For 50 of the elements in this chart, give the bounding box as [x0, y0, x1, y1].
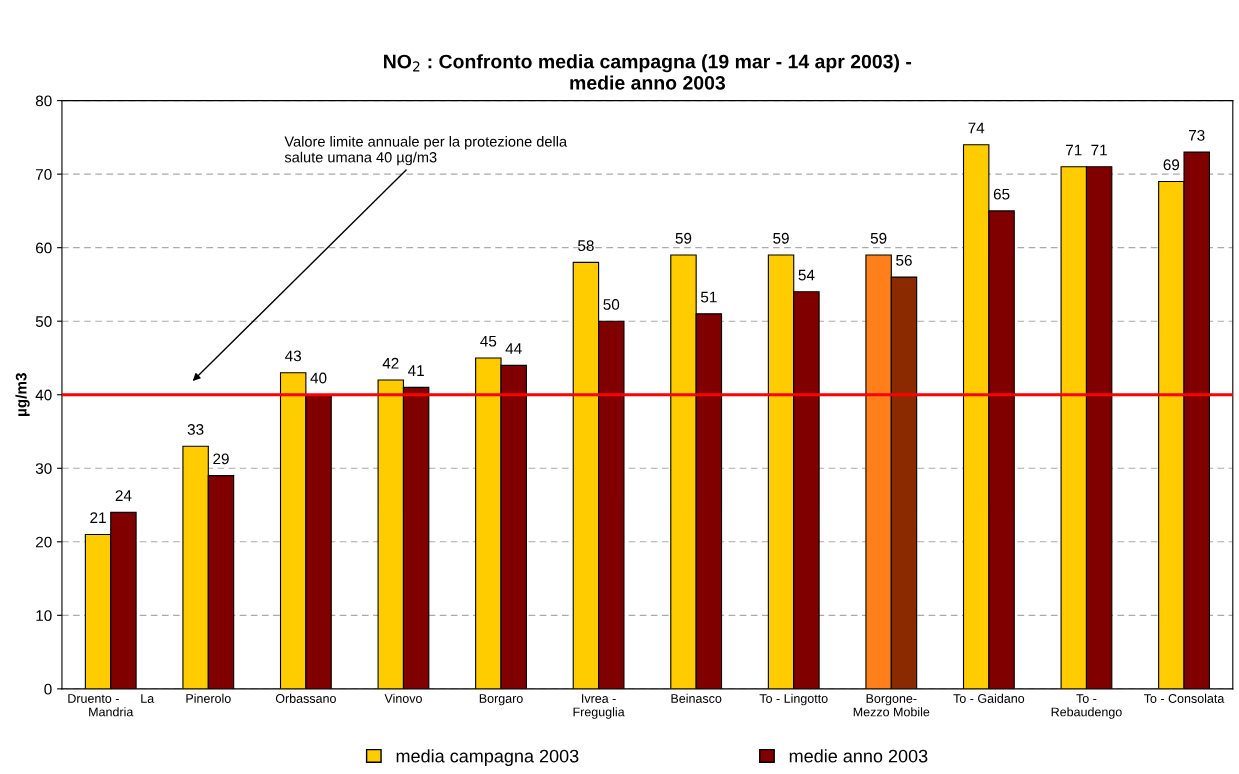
annotation: Valore limite annuale per la protezione della salute umana 40 µg/m3	[284, 136, 568, 166]
data-label: 21	[90, 512, 106, 523]
x-tick-label: Druento - La Mandria	[68, 694, 155, 717]
y-tick-label: 80	[35, 95, 52, 107]
data-label: 71	[1066, 144, 1082, 156]
data-label: 50	[603, 299, 620, 310]
y-tick-label: 40	[35, 389, 52, 401]
data-label: 54	[798, 269, 815, 281]
x-tick-label: Vinovo	[384, 693, 422, 703]
y-tick-label: 20	[36, 536, 52, 548]
data-label: 71	[1091, 144, 1107, 156]
x-tick-label: To - Lingotto	[759, 693, 828, 706]
x-tick-label: To - Consolata	[1144, 693, 1225, 703]
y-tick-label: 10	[36, 610, 52, 622]
legend-label: medie anno 2003	[789, 749, 928, 763]
data-label: 73	[1188, 129, 1205, 141]
x-tick-label: Ivrea - Freguglia	[573, 694, 625, 719]
y-tick-label: 70	[36, 169, 52, 180]
y-tick-label: 50	[35, 316, 52, 327]
data-label: 41	[407, 365, 424, 376]
y-tick-label: 30	[35, 463, 52, 474]
data-label: 43	[285, 350, 302, 362]
chart-title: NO$_{2}$ : Confronto media campagna (19 mar - 14 apr 2003) - medie anno 2003	[384, 54, 912, 90]
x-tick-label: To - Gaidano	[953, 693, 1025, 703]
y-tick-label: 60	[36, 242, 52, 254]
data-label: 58	[578, 240, 594, 252]
data-label: 69	[1163, 159, 1180, 171]
data-label: 44	[505, 343, 522, 354]
data-label: 59	[675, 232, 692, 244]
data-label: 59	[870, 232, 887, 244]
x-tick-label: To - Rebaudengo	[1051, 694, 1122, 719]
data-label: 65	[993, 188, 1010, 200]
y-tick-label: 0	[44, 683, 52, 695]
data-label: 45	[480, 335, 497, 347]
data-label: 24	[115, 490, 132, 501]
data-label: 33	[187, 424, 204, 435]
y-axis-title: µg/m3	[15, 373, 30, 416]
x-tick-label: Borgone- Mezzo Mobile	[853, 694, 930, 717]
data-label: 40	[310, 372, 327, 384]
x-tick-label: Beinasco	[671, 693, 722, 703]
x-tick-label: Borgaro	[479, 694, 523, 706]
data-label: 56	[896, 254, 912, 266]
data-label: 59	[773, 232, 789, 244]
data-label: 42	[382, 357, 399, 369]
data-label: 29	[213, 453, 229, 465]
data-label: 74	[968, 122, 985, 134]
x-tick-label: Orbassano	[275, 693, 336, 703]
legend-label: media campagna 2003	[396, 749, 579, 767]
data-label: 51	[700, 291, 717, 303]
x-tick-label: Pinerolo	[186, 693, 231, 703]
